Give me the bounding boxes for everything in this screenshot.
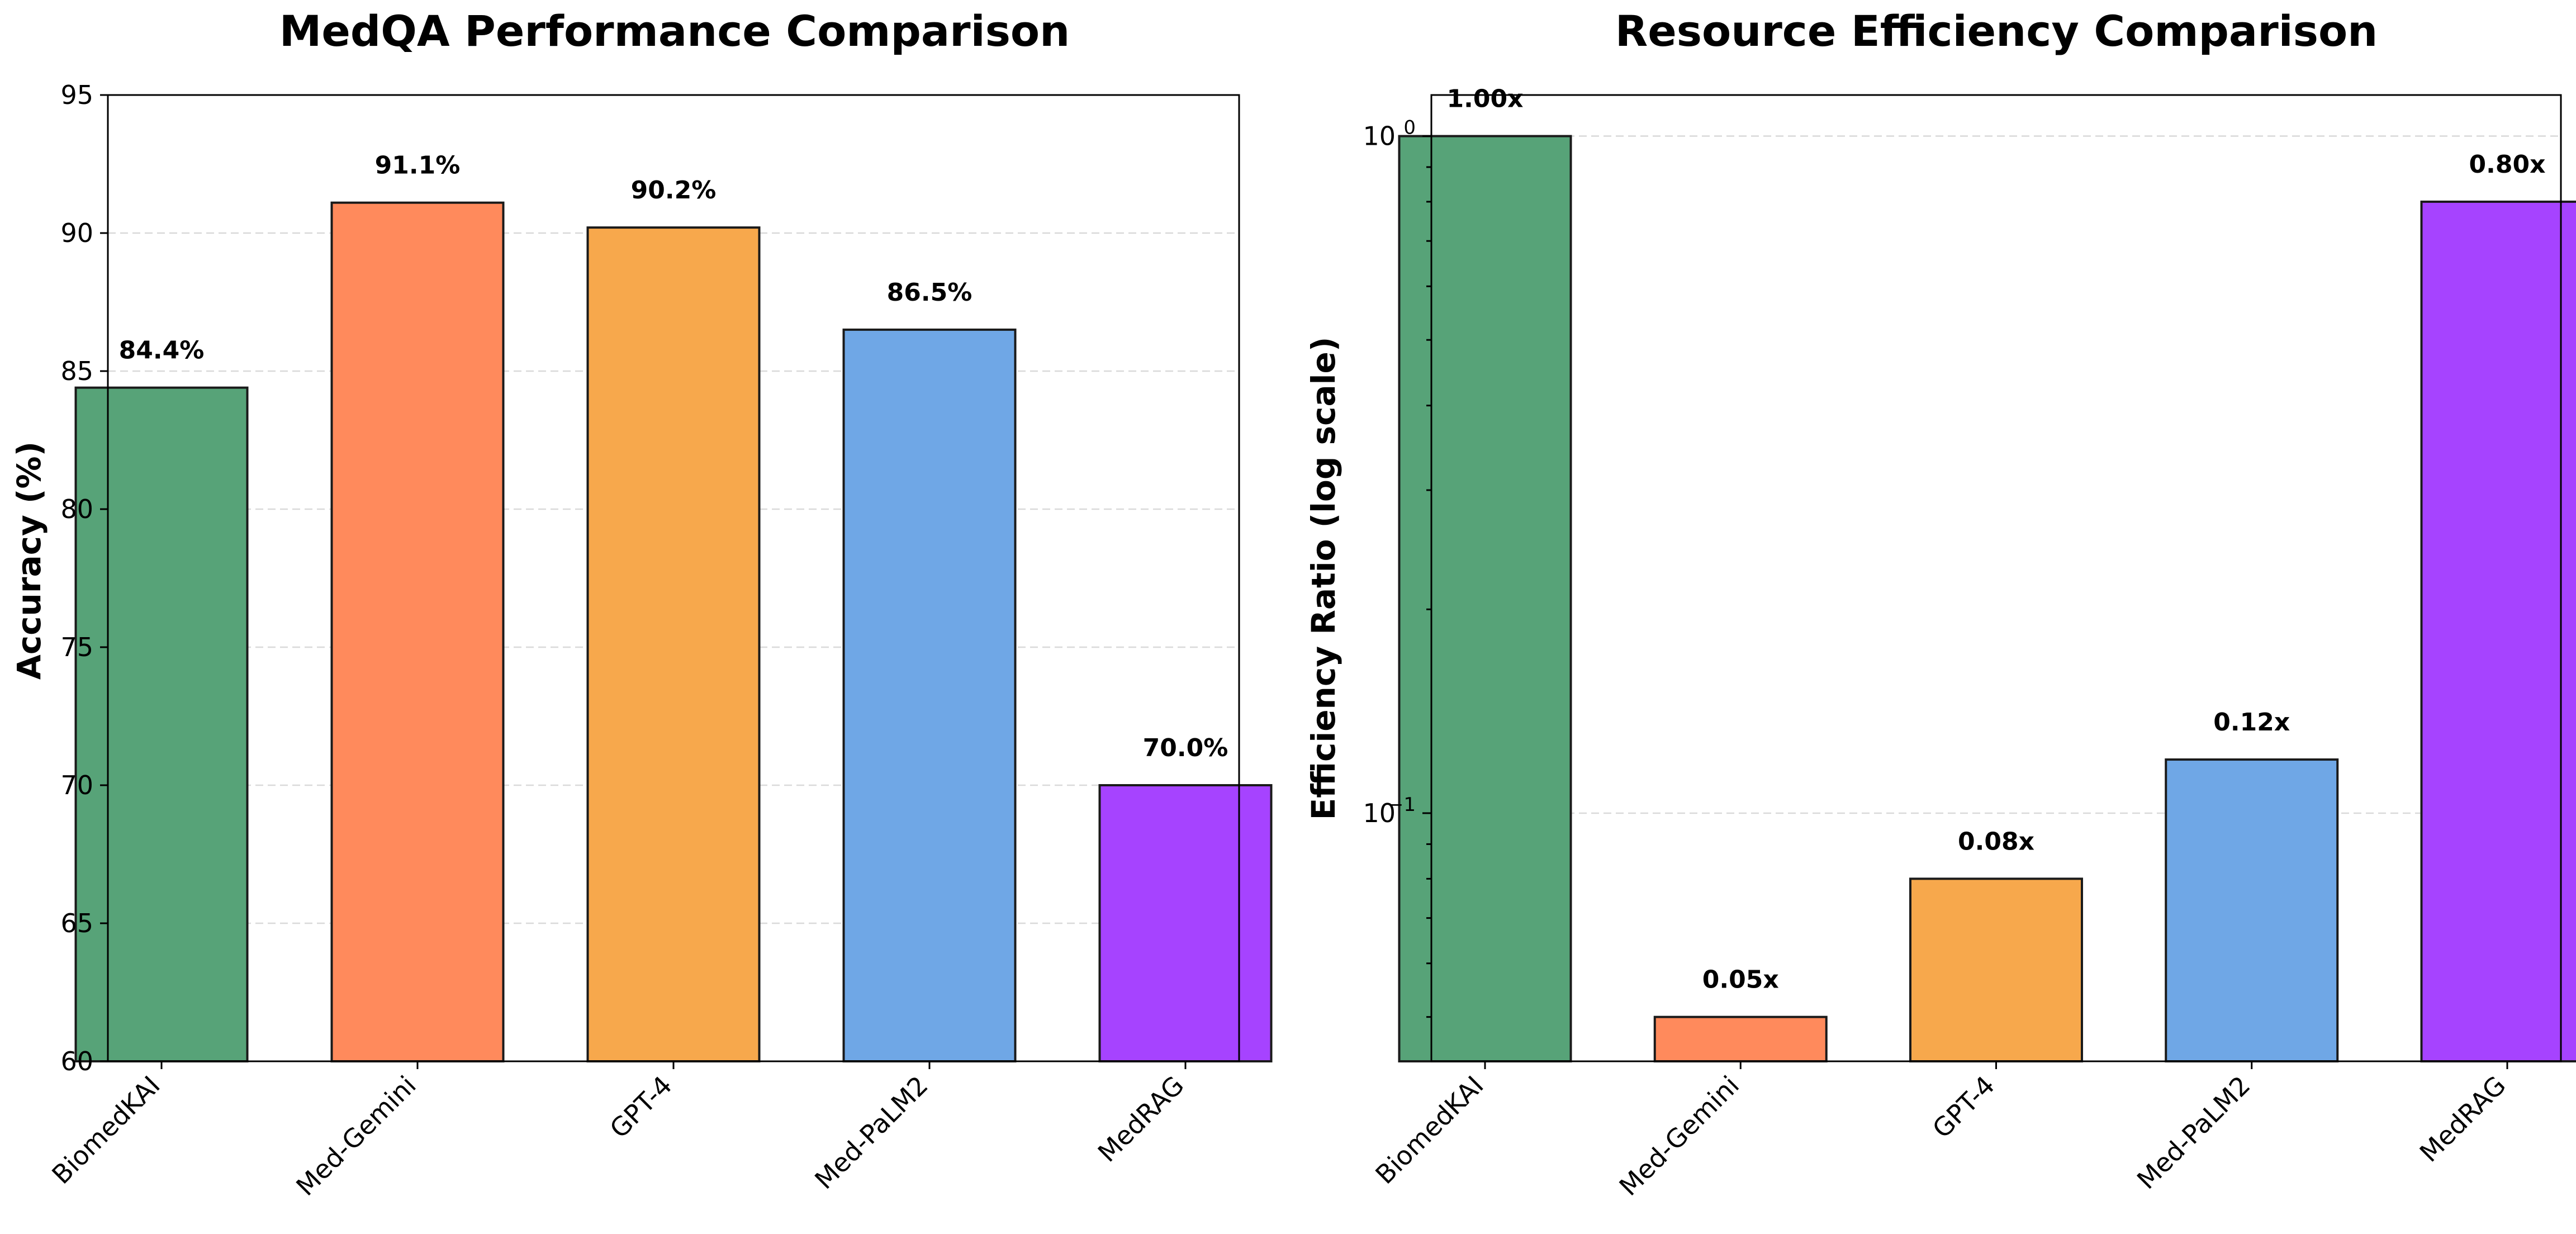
accuracy-y-tick-label-75: 75 [60, 632, 93, 662]
accuracy-chart-title: MedQA Performance Comparison [279, 6, 1070, 56]
efficiency-x-ticks: BiomedKAI Med-Gemini GPT-4 Med-PaLM2 MedRAG [1369, 1061, 2512, 1202]
efficiency-y-tick-exponent-10e-1: −1 [1388, 794, 1416, 816]
efficiency-plot-frame [1430, 94, 2562, 1062]
accuracy-y-axis-label: Accuracy (%) [10, 442, 48, 680]
efficiency-data-label-med-palm2: 0.12x [2213, 708, 2290, 737]
efficiency-y-tick-label-10e0: 10 [1363, 121, 1396, 151]
accuracy-y-tick-label-70: 70 [60, 770, 93, 800]
accuracy-bars [74, 201, 1273, 1062]
accuracy-x-tick-label-med-palm2: Med-PaLM2 [809, 1070, 934, 1195]
efficiency-bar-med-palm2 [2165, 758, 2339, 1062]
efficiency-bar-medrag [2420, 200, 2576, 1063]
efficiency-gridlines [1431, 135, 2561, 814]
efficiency-y-tick-exponent-10e0: 0 [1403, 117, 1416, 139]
accuracy-data-label-gpt-4: 90.2% [631, 176, 717, 205]
efficiency-data-label-biomedkai: 1.00x [1447, 85, 1524, 113]
efficiency-x-tick-label-medrag: MedRAG [2414, 1070, 2512, 1168]
accuracy-x-tick-label-med-gemini: Med-Gemini [290, 1070, 421, 1202]
accuracy-data-label-med-palm2: 86.5% [887, 278, 972, 307]
efficiency-y-axis-label: Efficiency Ratio (log scale) [1304, 337, 1342, 820]
accuracy-plot-frame [107, 94, 1240, 1062]
efficiency-bar-med-gemini [1653, 1015, 1828, 1062]
efficiency-bar-biomedkai [1398, 135, 1572, 1063]
accuracy-y-tick-label-80: 80 [60, 494, 93, 524]
accuracy-data-label-med-gemini: 91.1% [375, 151, 461, 180]
efficiency-data-label-med-gemini: 0.05x [1702, 966, 1779, 994]
efficiency-y-ticks: 10 010−1 [1363, 117, 1431, 1018]
accuracy-bar-biomedkai [74, 386, 249, 1062]
accuracy-data-labels: 84.4% 91.1% 90.2% 86.5% 70.0% [119, 151, 1228, 762]
efficiency-y-tick-label-10e-1: 10 [1363, 798, 1396, 828]
accuracy-data-label-biomedkai: 84.4% [119, 336, 205, 365]
accuracy-y-ticks: 60 65 70 75 80 85 90 95 [60, 80, 108, 1076]
efficiency-data-label-gpt-4: 0.08x [1958, 827, 2034, 856]
efficiency-x-tick-label-med-palm2: Med-PaLM2 [2131, 1070, 2256, 1195]
efficiency-chart: Resource Efficiency Comparison Efficienc… [1304, 6, 2576, 1202]
accuracy-x-ticks: BiomedKAI Med-Gemini GPT-4 Med-PaLM2 MedRAG [46, 1061, 1190, 1202]
efficiency-data-label-medrag: 0.80x [2469, 150, 2546, 179]
efficiency-x-tick-label-biomedkai: BiomedKAI [1369, 1070, 1489, 1190]
accuracy-y-tick-label-60: 60 [60, 1046, 93, 1076]
accuracy-x-tick-label-biomedkai: BiomedKAI [46, 1070, 165, 1190]
efficiency-data-labels: 1.00x 0.05x 0.08x 0.12x 0.80x [1447, 85, 2546, 994]
accuracy-y-tick-label-90: 90 [60, 218, 93, 248]
accuracy-y-tick-label-85: 85 [60, 356, 93, 386]
accuracy-bar-med-palm2 [842, 328, 1017, 1062]
efficiency-x-tick-label-gpt-4: GPT-4 [1927, 1070, 2000, 1144]
efficiency-bars [1398, 135, 2576, 1063]
accuracy-x-tick-label-gpt-4: GPT-4 [604, 1070, 677, 1144]
accuracy-y-tick-label-95: 95 [60, 80, 93, 110]
accuracy-y-tick-label-65: 65 [60, 908, 93, 938]
accuracy-bar-gpt-4 [586, 226, 761, 1062]
efficiency-x-tick-label-med-gemini: Med-Gemini [1614, 1070, 1745, 1202]
efficiency-chart-title: Resource Efficiency Comparison [1615, 6, 2378, 56]
accuracy-data-label-medrag: 70.0% [1143, 734, 1228, 762]
accuracy-bar-medrag [1098, 784, 1273, 1062]
accuracy-chart: MedQA Performance Comparison Accuracy (%… [10, 6, 1273, 1202]
accuracy-bar-med-gemini [330, 201, 505, 1062]
accuracy-x-tick-label-medrag: MedRAG [1092, 1070, 1190, 1168]
efficiency-bar-gpt-4 [1909, 877, 2083, 1063]
